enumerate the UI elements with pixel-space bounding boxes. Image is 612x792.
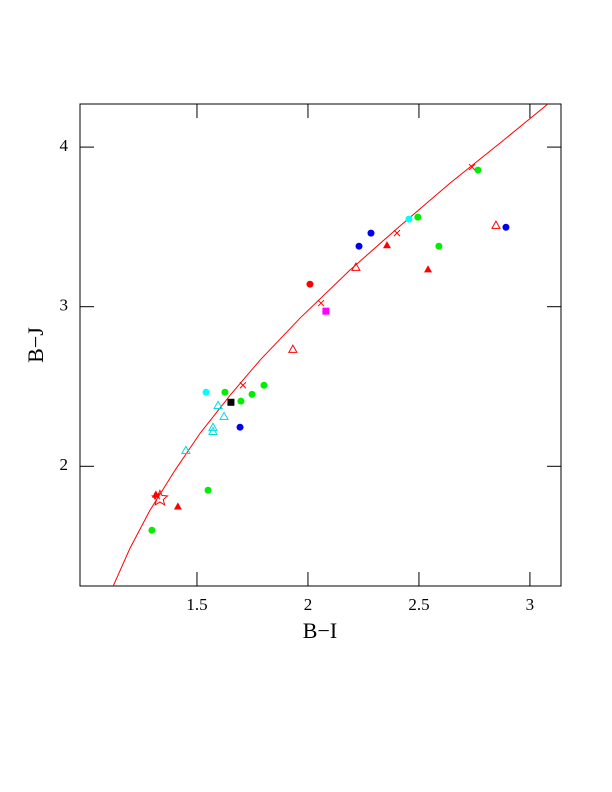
point bbox=[382, 241, 391, 249]
point bbox=[502, 223, 510, 231]
point bbox=[151, 489, 169, 506]
point bbox=[208, 422, 218, 431]
y-tick-label: 3 bbox=[60, 296, 69, 315]
x-tick-label: 1.5 bbox=[186, 595, 207, 614]
point bbox=[317, 299, 325, 307]
x-tick-label: 2.5 bbox=[408, 595, 429, 614]
point bbox=[239, 381, 247, 389]
point bbox=[202, 388, 210, 396]
x-tick-label: 2 bbox=[304, 595, 313, 614]
x-tick-label: 3 bbox=[526, 595, 535, 614]
point bbox=[236, 423, 244, 431]
point bbox=[288, 344, 298, 353]
point bbox=[227, 398, 235, 406]
x-axis-label: B−I bbox=[303, 618, 337, 643]
point bbox=[219, 411, 229, 421]
fit-line bbox=[112, 104, 549, 586]
point bbox=[468, 163, 476, 171]
plot-frame bbox=[79, 103, 562, 587]
point bbox=[405, 215, 413, 223]
point bbox=[181, 445, 191, 455]
point bbox=[435, 242, 443, 250]
point bbox=[148, 526, 156, 534]
point bbox=[491, 220, 501, 229]
point bbox=[237, 397, 245, 405]
point bbox=[221, 388, 229, 396]
point bbox=[306, 280, 314, 288]
point bbox=[248, 390, 256, 398]
point bbox=[367, 229, 375, 237]
y-tick-label: 2 bbox=[60, 455, 69, 474]
point bbox=[204, 486, 212, 494]
point bbox=[355, 242, 363, 250]
point bbox=[351, 262, 361, 271]
point bbox=[474, 166, 482, 174]
point bbox=[260, 381, 268, 389]
point bbox=[213, 400, 223, 410]
y-axis-label: B−J bbox=[23, 327, 48, 363]
point bbox=[173, 502, 182, 510]
point bbox=[322, 307, 330, 315]
point bbox=[208, 426, 218, 436]
y-tick-label: 4 bbox=[60, 136, 69, 155]
point bbox=[414, 213, 422, 221]
point bbox=[393, 229, 401, 237]
point bbox=[424, 265, 433, 273]
